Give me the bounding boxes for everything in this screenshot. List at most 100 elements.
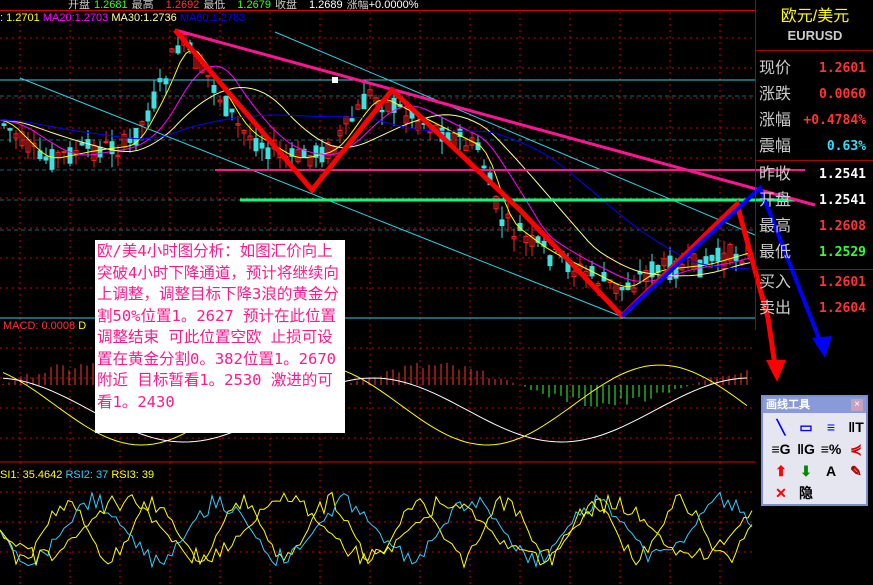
candle-body <box>163 78 169 85</box>
ma10-value: : 1.2701 <box>0 12 40 24</box>
ma20-value: 1.2703 <box>74 12 109 24</box>
candle-body <box>457 128 463 137</box>
moving-average-line <box>0 65 751 282</box>
delete-icon[interactable]: ✕ <box>775 485 787 501</box>
change-value: +0.0000% <box>368 0 419 11</box>
parallel-lines-icon[interactable]: ≡ <box>826 419 836 435</box>
down-arrow-icon[interactable]: ⬇ <box>800 463 812 479</box>
line-icon[interactable]: ╲ <box>776 419 786 435</box>
channel-lower-line[interactable] <box>19 77 626 319</box>
ma30-label: MA30: <box>111 12 144 24</box>
candle-body <box>43 156 49 161</box>
text-lines-icon[interactable]: ‖T <box>848 419 864 435</box>
wave-line-blue[interactable] <box>620 184 824 347</box>
macd-value: MACD: 0.0008 <box>3 320 76 332</box>
macd-dif-label: D <box>78 320 87 332</box>
candle-body <box>499 219 505 227</box>
percent-lines-icon[interactable]: ≡% <box>820 441 842 457</box>
analysis-note[interactable]: 欧/美4小时图分析：如图汇价向上突破4小时下降通道，预计将继续向上调整，调整目标… <box>95 240 345 433</box>
candlesticks <box>0 30 751 301</box>
candle-body <box>529 234 535 247</box>
macd-dea-line <box>2 364 748 446</box>
quote-row: 最低 1.2529 <box>756 240 872 266</box>
downtrend-line[interactable] <box>174 28 816 207</box>
quote-row: 涨跌 0.0060 <box>756 82 872 108</box>
candle-body <box>289 148 295 157</box>
rsi3-value: RSI3: 39 <box>111 469 155 481</box>
quote-label: 卖出 <box>759 300 792 317</box>
quote-row: 现价 1.2601 <box>756 56 872 82</box>
candle-body <box>349 118 355 122</box>
text-icon[interactable]: A <box>825 463 837 479</box>
rsi-line <box>0 491 753 569</box>
candle-body <box>49 149 55 170</box>
fan-icon[interactable]: ⋞ <box>850 441 862 457</box>
quote-label: 昨收 <box>759 166 792 183</box>
candle-body <box>385 101 391 112</box>
candle-body <box>301 148 307 158</box>
rsi1-value: SI1: 35.4642 <box>0 469 63 481</box>
divider <box>756 160 873 161</box>
quote-label: 涨幅 <box>759 112 792 129</box>
candle-body <box>265 147 271 160</box>
quote-label: 现价 <box>759 60 792 77</box>
quote-row: 昨收 1.2541 <box>756 162 872 188</box>
drawn-objects[interactable] <box>0 28 832 382</box>
candle-body <box>307 154 313 167</box>
candle-body <box>133 127 139 146</box>
candle-body <box>403 115 409 124</box>
candle-body <box>25 139 31 153</box>
quote-value: 1.2604 <box>819 301 866 316</box>
tools-title: 画线工具 <box>763 397 866 413</box>
candle-body <box>415 121 421 131</box>
candle-body <box>247 135 253 141</box>
rsi-indicator <box>0 491 753 569</box>
up-arrow-icon[interactable]: ⬆ <box>775 463 787 479</box>
ma20-label: MA20: <box>42 12 75 24</box>
quote-value: 1.2601 <box>819 61 866 76</box>
close-label: 收盘 <box>274 0 297 11</box>
ma30-value: 1.2736 <box>143 12 177 24</box>
quote-label: 最低 <box>759 244 792 261</box>
gann-vertical-icon[interactable]: ‖G <box>797 441 815 457</box>
candle-body <box>715 247 721 262</box>
candle-body <box>391 97 397 113</box>
ma-legend: : 1.2701 MA20:1.2703 MA30:1.2736 MA60:1.… <box>0 12 245 24</box>
candle-body <box>739 261 745 265</box>
rsi-line <box>0 492 753 566</box>
drawing-tools-panel[interactable]: 画线工具 × ╲ ▭ ≡ ‖T ≡G ‖G ≡% ⋞ ⬆ ⬇ A ✎ ✕ 隐 <box>761 395 868 506</box>
candle-body <box>259 142 265 149</box>
candle-body <box>175 45 181 54</box>
candle-body <box>505 213 511 219</box>
candle-body <box>547 255 553 267</box>
candle-body <box>703 256 709 266</box>
low-value: 1.2679 <box>237 0 271 11</box>
hide-icon[interactable]: 隐 <box>799 485 813 501</box>
quote-value: 1.2541 <box>819 167 866 182</box>
moving-average-line <box>0 114 751 269</box>
ma60-value: 1.2783 <box>211 12 246 24</box>
eraser-icon[interactable]: ✎ <box>850 463 862 479</box>
rsi-line <box>0 491 753 569</box>
candle-body <box>469 137 475 146</box>
gann-icon[interactable]: ≡G <box>771 441 791 457</box>
candle-body <box>79 142 85 146</box>
moving-average-line <box>0 49 751 287</box>
candle-body <box>649 261 655 278</box>
wave-zigzag-red[interactable] <box>173 28 779 373</box>
candle-body <box>253 138 259 152</box>
handle[interactable] <box>332 77 338 83</box>
open-value: 1.2681 <box>94 0 128 11</box>
candle-body <box>217 99 223 103</box>
candle-body <box>661 258 667 267</box>
candle-body <box>481 165 487 169</box>
change-label: 涨幅 <box>346 0 369 11</box>
rsi-label: SI1: 35.4642 RSI2: 37 RSI3: 39 <box>0 469 154 481</box>
rectangle-icon[interactable]: ▭ <box>799 419 813 435</box>
pair-symbol: EURUSD <box>787 28 843 43</box>
close-icon[interactable]: × <box>851 399 863 411</box>
candle-body <box>295 149 301 163</box>
quote-value: 0.63% <box>826 139 866 154</box>
candle-body <box>1 123 7 126</box>
